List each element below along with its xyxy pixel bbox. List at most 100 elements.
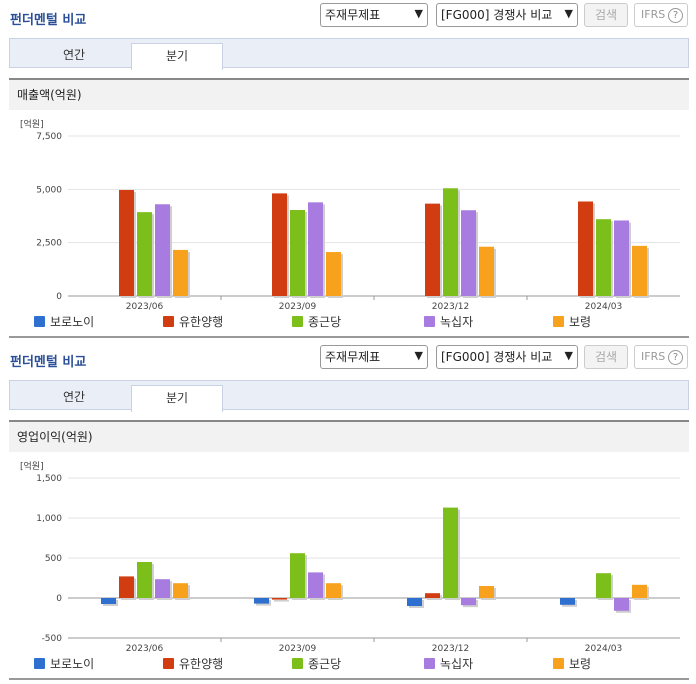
bar[interactable] <box>407 598 422 606</box>
legend-swatch[interactable] <box>292 316 303 327</box>
legend-swatch[interactable] <box>34 316 45 327</box>
search-button[interactable]: 검색 <box>584 3 628 27</box>
bar[interactable] <box>326 583 341 598</box>
legend-swatch[interactable] <box>553 316 564 327</box>
period-tabs: 연간 분기 <box>9 38 689 70</box>
x-tick-label: 2023/06 <box>126 644 164 654</box>
x-tick-label: 2023/09 <box>279 644 317 654</box>
y-tick-label: 0 <box>56 292 62 302</box>
tab-quarterly[interactable]: 분기 <box>131 385 223 412</box>
bar[interactable] <box>137 562 152 598</box>
statement-select[interactable]: 주재무제표 ▼ <box>320 3 428 27</box>
metric-label: 영업이익(억원) <box>9 420 689 452</box>
help-icon[interactable]: ? <box>668 8 683 23</box>
legend-label[interactable]: 유한양행 <box>179 314 223 329</box>
y-tick-label: 5,000 <box>36 185 62 195</box>
revenue-chart: [억원] 0 2,500 5,000 7,500 2023/06 2023/09 2023/1… <box>9 118 689 338</box>
bar[interactable] <box>272 598 287 600</box>
bar[interactable] <box>326 252 341 296</box>
x-tick-label: 2023/12 <box>432 302 469 312</box>
y-tick-label: 500 <box>45 554 62 564</box>
bar[interactable] <box>461 598 476 606</box>
bar[interactable] <box>290 210 305 296</box>
unit-label: [억원] <box>20 118 44 130</box>
legend-swatch[interactable] <box>292 658 303 669</box>
bar[interactable] <box>443 507 458 598</box>
tab-annual[interactable]: 연간 <box>62 390 86 404</box>
bar[interactable] <box>173 249 188 296</box>
bar[interactable] <box>425 203 440 296</box>
bar[interactable] <box>119 189 134 296</box>
legend-swatch[interactable] <box>34 658 45 669</box>
bar[interactable] <box>155 579 170 598</box>
metric-label: 매출액(억원) <box>9 78 689 110</box>
search-button[interactable]: 검색 <box>584 345 628 369</box>
bar[interactable] <box>479 246 494 296</box>
legend-label[interactable]: 종근당 <box>308 315 341 329</box>
x-tick-label: 2023/06 <box>126 302 164 312</box>
bar[interactable] <box>101 598 116 604</box>
tab-annual[interactable]: 연간 <box>62 48 86 62</box>
peer-select[interactable]: [FG000] 경쟁사 비교 ▼ <box>436 3 578 27</box>
bar[interactable] <box>560 598 575 605</box>
unit-label: [억원] <box>20 460 44 472</box>
bar[interactable] <box>272 193 287 296</box>
legend-label[interactable]: 보령 <box>569 315 591 329</box>
legend-swatch[interactable] <box>424 316 435 327</box>
panel-title: 펀더멘털 비교 <box>10 355 87 370</box>
bar[interactable] <box>173 583 188 598</box>
period-tabs: 연간 분기 <box>9 380 689 412</box>
chevron-down-icon: ▼ <box>564 349 573 362</box>
bar[interactable] <box>578 201 593 296</box>
legend-swatch[interactable] <box>553 658 564 669</box>
panel-header: 펀더멘털 비교 주재무제표 ▼ [FG000] 경쟁사 비교 ▼ 검색 IFRS… <box>0 0 696 32</box>
bar[interactable] <box>614 598 629 611</box>
statement-select-value: 주재무제표 <box>325 350 381 364</box>
ifrs-help[interactable]: IFRS ? <box>634 345 688 369</box>
fundamental-panel-2: 펀더멘털 비교 주재무제표 ▼ [FG000] 경쟁사 비교 ▼ 검색 IFRS… <box>0 342 696 684</box>
bar[interactable] <box>443 188 458 296</box>
legend-label[interactable]: 녹십자 <box>440 315 473 329</box>
bar[interactable] <box>254 598 269 604</box>
bar[interactable] <box>596 219 611 296</box>
legend: 보로노이 유한양행 종근당 녹십자 보령 <box>34 656 591 671</box>
y-tick-label: -500 <box>42 634 63 644</box>
y-tick-label: 1,000 <box>36 514 62 524</box>
y-tick-label: 0 <box>56 594 62 604</box>
legend-label[interactable]: 보로노이 <box>50 315 94 329</box>
help-icon[interactable]: ? <box>668 350 683 365</box>
bar-shadow <box>274 600 289 602</box>
bar[interactable] <box>479 586 494 598</box>
legend-label[interactable]: 종근당 <box>308 657 341 671</box>
x-tick-label: 2024/03 <box>585 302 622 312</box>
ifrs-label: IFRS <box>641 350 666 363</box>
bar[interactable] <box>137 212 152 296</box>
y-tick-label: 7,500 <box>36 132 62 142</box>
tab-quarterly[interactable]: 분기 <box>131 43 223 70</box>
panel-header: 펀더멘털 비교 주재무제표 ▼ [FG000] 경쟁사 비교 ▼ 검색 IFRS… <box>0 342 696 374</box>
bar[interactable] <box>596 573 611 598</box>
bar[interactable] <box>632 584 647 598</box>
chevron-down-icon: ▼ <box>564 7 573 20</box>
ifrs-help[interactable]: IFRS ? <box>634 3 688 27</box>
legend-label[interactable]: 녹십자 <box>440 657 473 671</box>
panel-title: 펀더멘털 비교 <box>10 13 87 28</box>
bar[interactable] <box>290 553 305 598</box>
bar[interactable] <box>155 204 170 296</box>
bar[interactable] <box>614 220 629 296</box>
bar[interactable] <box>119 576 134 598</box>
bar[interactable] <box>461 210 476 296</box>
ifrs-label: IFRS <box>641 8 666 21</box>
peer-select[interactable]: [FG000] 경쟁사 비교 ▼ <box>436 345 578 369</box>
legend-label[interactable]: 보령 <box>569 657 591 671</box>
legend-swatch[interactable] <box>163 316 174 327</box>
statement-select[interactable]: 주재무제표 ▼ <box>320 345 428 369</box>
bar[interactable] <box>308 572 323 598</box>
bar[interactable] <box>308 202 323 296</box>
legend-label[interactable]: 유한양행 <box>179 656 223 671</box>
legend-label[interactable]: 보로노이 <box>50 657 94 671</box>
bar[interactable] <box>425 593 440 598</box>
bar[interactable] <box>632 245 647 296</box>
legend-swatch[interactable] <box>163 658 174 669</box>
legend-swatch[interactable] <box>424 658 435 669</box>
